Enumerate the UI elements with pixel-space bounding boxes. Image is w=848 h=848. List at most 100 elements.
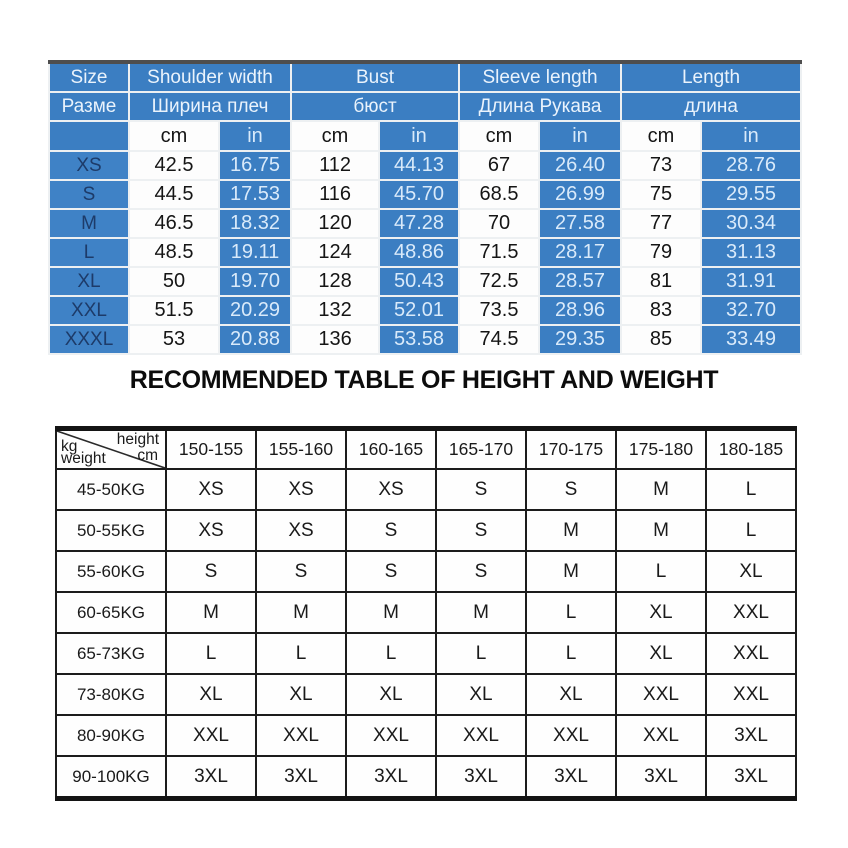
size-rec: XXL [525, 714, 617, 757]
in-value: 20.29 [217, 295, 293, 326]
size-rec: XL [615, 591, 707, 634]
cm-value: 51.5 [128, 295, 220, 326]
size-rec: 3XL [435, 755, 527, 800]
fit-row: 65-73KG L L L L L XL XXL [55, 632, 797, 675]
size-rec: M [525, 550, 617, 593]
in-value: 29.55 [700, 179, 803, 210]
size-header-ru: Разме [48, 91, 130, 122]
size-rec: L [615, 550, 707, 593]
size-rec: 3XL [705, 755, 797, 800]
corner-height-label: height [116, 431, 159, 448]
in-value: 31.91 [700, 266, 803, 297]
size-row-l: L 48.5 19.11 124 48.86 71.5 28.17 79 31.… [48, 237, 803, 268]
size-rec: S [345, 550, 437, 593]
cm-value: 116 [290, 179, 381, 210]
size-rec: XXL [255, 714, 347, 757]
fit-row: 73-80KG XL XL XL XL XL XXL XXL [55, 673, 797, 716]
in-value: 26.40 [538, 150, 623, 181]
size-rec: XL [345, 673, 437, 716]
size-rec: XS [165, 509, 257, 552]
cm-value: 74.5 [458, 324, 541, 355]
cm-value: 128 [290, 266, 381, 297]
size-rec: XXL [615, 673, 707, 716]
header-row-ru: Разме Ширина плеч бюст Длина Рукава длин… [48, 91, 803, 122]
height-col-header: 180-185 [705, 427, 797, 470]
size-rec: S [435, 509, 527, 552]
in-value: 52.01 [378, 295, 461, 326]
in-value: 50.43 [378, 266, 461, 297]
in-value: 44.13 [378, 150, 461, 181]
in-unit-cell: in [217, 120, 293, 152]
in-value: 26.99 [538, 179, 623, 210]
size-rec: XL [435, 673, 527, 716]
size-rec: XXL [705, 591, 797, 634]
size-row-s: S 44.5 17.53 116 45.70 68.5 26.99 75 29.… [48, 179, 803, 210]
size-rec: XL [705, 550, 797, 593]
size-rec: XS [345, 468, 437, 511]
cm-value: 67 [458, 150, 541, 181]
cm-value: 83 [620, 295, 703, 326]
fit-row: 55-60KG S S S S M L XL [55, 550, 797, 593]
cm-value: 73.5 [458, 295, 541, 326]
cm-value: 136 [290, 324, 381, 355]
size-rec: M [615, 468, 707, 511]
cm-unit-cell: cm [458, 120, 541, 152]
size-rec: M [255, 591, 347, 634]
size-rec: XXL [345, 714, 437, 757]
size-rec: M [525, 509, 617, 552]
size-row-xl: XL 50 19.70 128 50.43 72.5 28.57 81 31.9… [48, 266, 803, 297]
size-row-xxxl: XXXL 53 20.88 136 53.58 74.5 29.35 85 33… [48, 324, 803, 355]
shoulder-header-ru: Ширина плеч [127, 91, 293, 122]
fit-row: 90-100KG 3XL 3XL 3XL 3XL 3XL 3XL 3XL [55, 755, 797, 800]
in-value: 30.34 [700, 208, 803, 239]
weight-range: 65-73KG [55, 632, 167, 675]
size-rec: L [705, 468, 797, 511]
size-rec: L [345, 632, 437, 675]
weight-range: 80-90KG [55, 714, 167, 757]
size-row-m: M 46.5 18.32 120 47.28 70 27.58 77 30.34 [48, 208, 803, 239]
corner-cell: height cm kg weight [55, 427, 167, 470]
size-rec: L [435, 632, 527, 675]
size-rec: XS [255, 509, 347, 552]
cm-value: 50 [128, 266, 220, 297]
cm-value: 68.5 [458, 179, 541, 210]
in-value: 28.96 [538, 295, 623, 326]
in-value: 32.70 [700, 295, 803, 326]
fit-row: 50-55KG XS XS S S M M L [55, 509, 797, 552]
weight-range: 73-80KG [55, 673, 167, 716]
size-rec: L [525, 591, 617, 634]
cm-value: 53 [128, 324, 220, 355]
size-rec: M [345, 591, 437, 634]
size-rec: XL [255, 673, 347, 716]
corner-cm-label: cm [137, 447, 158, 464]
size-rec: L [255, 632, 347, 675]
height-col-header: 155-160 [255, 427, 347, 470]
cm-value: 42.5 [128, 150, 220, 181]
size-label: M [48, 208, 130, 239]
size-chart-table: Size Shoulder width Bust Sleeve length L… [48, 60, 803, 355]
cm-value: 73 [620, 150, 703, 181]
sleeve-header-en: Sleeve length [458, 61, 623, 93]
height-col-header: 175-180 [615, 427, 707, 470]
cm-value: 75 [620, 179, 703, 210]
in-unit-cell: in [700, 120, 803, 152]
header-row-en: Size Shoulder width Bust Sleeve length L… [48, 61, 803, 93]
weight-range: 60-65KG [55, 591, 167, 634]
size-rec: M [615, 509, 707, 552]
size-rec: XXL [435, 714, 527, 757]
size-rec: L [165, 632, 257, 675]
size-rec: XXL [705, 673, 797, 716]
in-value: 31.13 [700, 237, 803, 268]
size-rec: XS [255, 468, 347, 511]
cm-unit-cell: cm [290, 120, 381, 152]
size-rec: S [435, 468, 527, 511]
recommended-table-heading: RECOMMENDED TABLE OF HEIGHT AND WEIGHT [129, 366, 719, 394]
in-unit-cell: in [378, 120, 461, 152]
cm-value: 72.5 [458, 266, 541, 297]
height-weight-table: height cm kg weight 150-155 155-160 160-… [55, 426, 797, 801]
size-label: XL [48, 266, 130, 297]
size-label: L [48, 237, 130, 268]
diagonal-divider [57, 431, 165, 468]
size-rec: L [705, 509, 797, 552]
size-label: XXL [48, 295, 130, 326]
